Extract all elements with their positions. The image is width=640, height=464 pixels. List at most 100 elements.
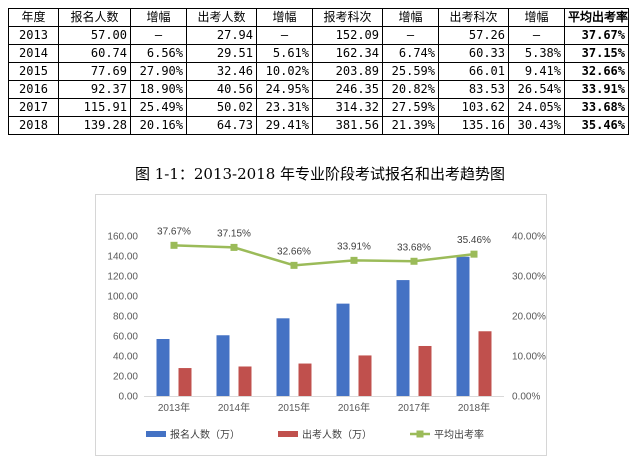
bar-registrations [456,256,470,396]
table-cell: 92.37 [58,80,131,99]
table-header-cell: 增幅 [508,8,565,27]
table-cell: — [382,26,439,45]
chart: 0.00 20.00 40.00 60.00 80.00 100.00 120.00 140.… [95,194,547,456]
table-cell: 162.34 [312,44,383,63]
table-cell: 50.02 [186,98,257,117]
table-header-cell: 报名人数 [58,8,131,27]
line-marker [470,250,478,258]
bar-registrations [276,318,290,396]
y-right-tick-label: 30.00% [512,272,546,283]
bar-attendance [238,366,252,396]
table-cell: 2014 [8,44,59,63]
table-cell: 9.41% [508,62,565,81]
table-cell: 135.16 [438,116,509,135]
table-cell: 6.74% [382,44,439,63]
table-cell: 152.09 [312,26,383,45]
table-cell: 35.46% [564,116,629,135]
table-cell: 60.74 [58,44,131,63]
table-cell: 27.90% [130,62,187,81]
y-left-tick-label: 80.00 [113,312,138,323]
table-cell: 29.41% [256,116,313,135]
data-label: 33.68% [397,242,431,253]
bar-attendance [298,363,312,396]
legend-marker [416,430,424,438]
table-cell: 10.02% [256,62,313,81]
table-cell: 2016 [8,80,59,99]
table-header-cell: 报考科次 [312,8,383,27]
figure-caption: 图 1-1：2013-2018 年专业阶段考试报名和出考趋势图 [134,165,506,183]
line-attendance-rate [173,244,475,267]
chart-svg: 0.00 20.00 40.00 60.00 80.00 100.00 120.00 140.… [107,226,546,441]
y-right-tick-label: 40.00% [512,232,546,243]
table-cell: 2018 [8,116,59,135]
table-cell: 60.33 [438,44,509,63]
x-tick-label: 2016年 [338,401,370,414]
table-cell: 27.59% [382,98,439,117]
table-header-cell: 增幅 [256,8,313,27]
data-label: 37.67% [157,226,191,237]
table-row: 2017 115.91 25.49% 50.02 23.31% 314.32 27.59% 1… [8,98,629,117]
table-cell: 21.39% [382,116,439,135]
y-right-tick-label: 20.00% [512,312,546,323]
table-cell: 381.56 [312,116,383,135]
bar-attendance [478,331,492,396]
table-cell: 246.35 [312,80,383,99]
table-cell: 40.56 [186,80,257,99]
y-right-tick-label: 10.00% [512,352,546,363]
legend-label: 出考人数（万） [302,428,372,441]
table-row: 2013 57.00—27.94—152.09—57.26—37.67% [8,26,629,45]
table-cell: 20.16% [130,116,187,135]
table-cell: 23.31% [256,98,313,117]
legend-label: 平均出考率 [434,428,484,441]
table-cell: 2015 [8,62,59,81]
table-cell: 20.82% [382,80,439,99]
table-cell: 5.61% [256,44,313,63]
table-row: 2015 77.69 27.90% 32.46 10.02% 203.89 25.59% 66… [8,62,629,81]
legend-label: 报名人数（万） [170,428,240,441]
table-cell: 25.59% [382,62,439,81]
table-header-cell: 年度 [8,8,59,27]
table-cell: 83.53 [438,80,509,99]
y-right-tick-label: 0.00% [512,392,540,403]
table-cell: 314.32 [312,98,383,117]
table-cell: 24.05% [508,98,565,117]
bar-registrations [216,335,230,396]
table-cell: — [256,26,313,45]
x-tick-label: 2017年 [398,401,430,414]
line-marker [290,261,298,269]
table-cell: 115.91 [58,98,131,117]
y-left-tick-label: 100.00 [107,292,138,303]
y-left-tick-label: 40.00 [113,352,138,363]
table-cell: 32.66% [564,62,629,81]
table-row: 2018 139.28 20.16% 64.73 29.41% 381.56 21.39% 1… [8,116,629,135]
y-left-tick-label: 160.00 [107,232,138,243]
table-header-cell: 增幅 [382,8,439,27]
table-cell: 27.94 [186,26,257,45]
table-cell: 203.89 [312,62,383,81]
bar-attendance [358,355,372,396]
table-cell: 33.68% [564,98,629,117]
table-cell: 57.00 [58,26,131,45]
legend-swatch [146,431,166,437]
data-label: 33.91% [337,241,371,252]
table-cell: 37.67% [564,26,629,45]
data-label: 32.66% [277,246,311,257]
bar-registrations [156,339,170,396]
table-cell: 6.56% [130,44,187,63]
y-left-tick-label: 140.00 [107,252,138,263]
table-cell: 5.38% [508,44,565,63]
table-header-cell: 出考人数 [186,8,257,27]
table-cell: 33.91% [564,80,629,99]
y-left-tick-label: 60.00 [113,332,138,343]
bar-registrations [336,303,350,396]
table-cell: 25.49% [130,98,187,117]
table-cell: 2017 [8,98,59,117]
line-marker [410,257,418,265]
table-cell: 77.69 [58,62,131,81]
table-cell: 64.73 [186,116,257,135]
table-header-cell: 增幅 [130,8,187,27]
table-cell: 57.26 [438,26,509,45]
table-cell: 66.01 [438,62,509,81]
data-label: 37.15% [217,228,251,239]
